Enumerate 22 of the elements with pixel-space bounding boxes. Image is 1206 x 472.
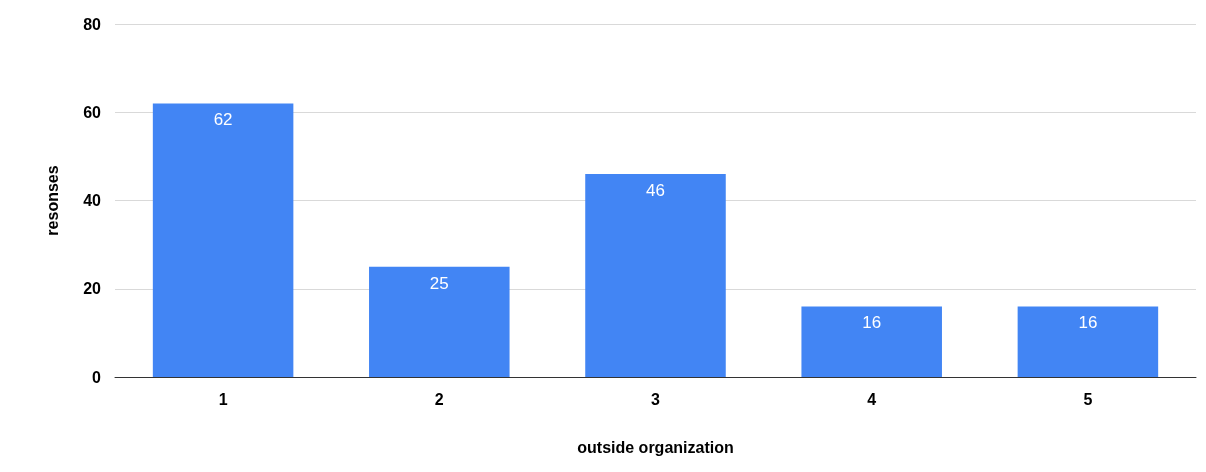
x-tick-label: 2: [434, 390, 444, 408]
bar: [152, 103, 294, 377]
y-tick-label: 40: [83, 192, 102, 209]
x-tick-label: 4: [867, 390, 877, 408]
y-tick-label: 0: [92, 368, 102, 386]
data-label: 62: [213, 110, 233, 130]
bar: [369, 266, 510, 377]
data-label: 25: [429, 273, 449, 293]
y-tick-label: 80: [83, 15, 102, 33]
x-tick-label: 1: [218, 390, 228, 408]
x-tick-label: 3: [651, 390, 661, 408]
y-axis-title: resonses: [43, 165, 61, 236]
data-label: 16: [1078, 313, 1098, 333]
x-axis-title: outside organization: [577, 438, 734, 456]
y-tick-label: 20: [83, 280, 102, 298]
bar: [801, 306, 942, 377]
bar: [1017, 306, 1159, 377]
x-tick-label: 5: [1083, 390, 1093, 408]
bar: [585, 174, 726, 377]
y-tick-label: 60: [83, 103, 102, 121]
data-label: 46: [646, 181, 665, 201]
data-label: 16: [862, 313, 882, 333]
